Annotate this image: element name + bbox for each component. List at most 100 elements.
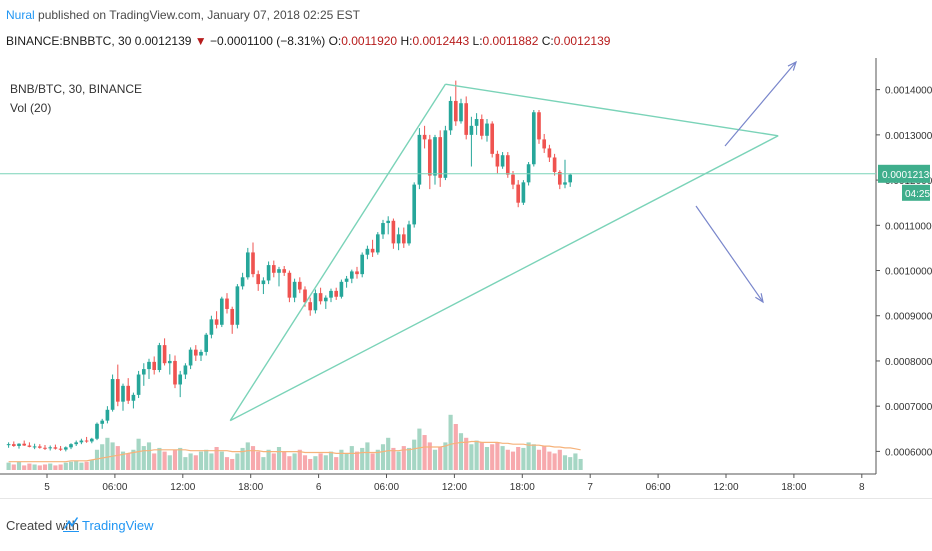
candle-body (381, 223, 385, 235)
candle-body (74, 442, 79, 445)
candle-body (58, 448, 63, 450)
volume-bar (79, 462, 84, 470)
legend-symbol[interactable]: BNB/BTC, 30, BINANCE (10, 82, 143, 96)
candle-body (105, 409, 110, 421)
last-price-tag-label: 0.00012139 (882, 170, 932, 181)
author-link[interactable]: Nural (6, 8, 35, 22)
time-tick-label: 18:00 (781, 482, 806, 493)
candle-body (79, 440, 84, 443)
candle-body (95, 423, 99, 439)
volume-bar (27, 463, 32, 470)
countdown-label: 04:25 (905, 189, 930, 200)
volume-bar (469, 444, 474, 470)
volume-bar (474, 440, 479, 470)
arrow-up-projection (724, 61, 797, 147)
volume-bar (323, 455, 328, 470)
volume-bar (360, 447, 365, 470)
candle-body (464, 103, 469, 135)
volume-bar (308, 458, 313, 470)
volume-bar (568, 457, 573, 470)
volume-bar (37, 465, 42, 470)
volume-bar (172, 449, 178, 470)
tradingview-logo-icon[interactable] (62, 514, 80, 534)
candle-body (173, 360, 177, 385)
quote-line: BINANCE:BNBBTC, 30 0.0012139 ▼ −0.000110… (6, 34, 610, 48)
time-tick-label: 06:00 (374, 482, 399, 493)
volume-bar (261, 457, 266, 470)
candle-body (22, 443, 27, 446)
volume-bar (16, 461, 22, 470)
volume-bar (349, 446, 354, 470)
volume-bar (516, 447, 521, 470)
candle-body (126, 385, 131, 401)
volume-bar (42, 464, 48, 470)
volume-bar (417, 428, 422, 470)
price-chart[interactable]: 0.001400000.001300000.001200000.00110000… (0, 58, 932, 498)
candle-body (427, 139, 432, 176)
volume-bar (224, 457, 230, 470)
volume-bar (448, 414, 453, 470)
candle-body (167, 360, 172, 364)
volume-ma-line (8, 440, 581, 463)
candle-body (147, 361, 151, 370)
chart-area[interactable]: 0.001400000.001300000.001200000.00110000… (0, 58, 932, 498)
volume-bar (328, 451, 334, 470)
candle-body (214, 319, 219, 325)
candle-body (204, 334, 209, 352)
candle-body (323, 297, 328, 302)
volume-bar (240, 447, 245, 470)
time-tick-label: 12:00 (170, 482, 195, 493)
candle-body (334, 290, 339, 297)
tradingview-brand[interactable]: TradingView (82, 518, 154, 533)
volume-bar (6, 462, 11, 470)
volume-bar (136, 438, 141, 470)
candle-body (27, 445, 32, 447)
candle-body (43, 447, 47, 449)
volume-bar (334, 457, 339, 470)
time-tick-label: 06:00 (646, 482, 671, 493)
candle-body (547, 148, 552, 158)
candle-body (287, 272, 292, 298)
volume-bar (396, 451, 401, 470)
candle-body (188, 349, 193, 366)
volume-bar (427, 442, 432, 470)
volume-bar (167, 455, 172, 470)
candle-body (474, 119, 479, 126)
candle-body (37, 446, 42, 448)
candle-body (495, 153, 500, 167)
publish-line: Nural published on TradingView.com, Janu… (6, 8, 360, 22)
volume-bar (380, 444, 386, 470)
candle-body (407, 224, 411, 244)
volume-bar (297, 449, 302, 470)
candle-body (433, 137, 437, 176)
candle-body (261, 280, 266, 285)
volume-bar (391, 447, 396, 470)
candle-body (89, 438, 94, 442)
candle-body (110, 379, 115, 410)
candle-body (557, 171, 562, 185)
trendline-support (229, 135, 779, 422)
legend-volume[interactable]: Vol (20) (10, 101, 52, 115)
candle-body (355, 271, 359, 275)
candle-body (48, 447, 53, 449)
volume-bar (266, 449, 271, 470)
volume-bar (178, 447, 183, 470)
candle-body (11, 444, 16, 446)
candle-body (448, 100, 453, 131)
candle-body (282, 269, 287, 273)
candle-body (100, 420, 105, 424)
volume-bar (443, 442, 448, 470)
candle-body (199, 351, 203, 356)
candle-body (6, 444, 11, 446)
candle-body (531, 112, 536, 165)
down-arrow-icon: ▼ (194, 34, 207, 48)
volume-bar (510, 451, 516, 470)
high-label: H: (400, 34, 413, 48)
arrow-down-projection-head (755, 293, 764, 304)
candle-body (240, 277, 245, 287)
volume-bar (458, 433, 464, 470)
volume-bar (53, 465, 58, 470)
candle-body (131, 394, 136, 401)
volume-bar (183, 457, 188, 470)
